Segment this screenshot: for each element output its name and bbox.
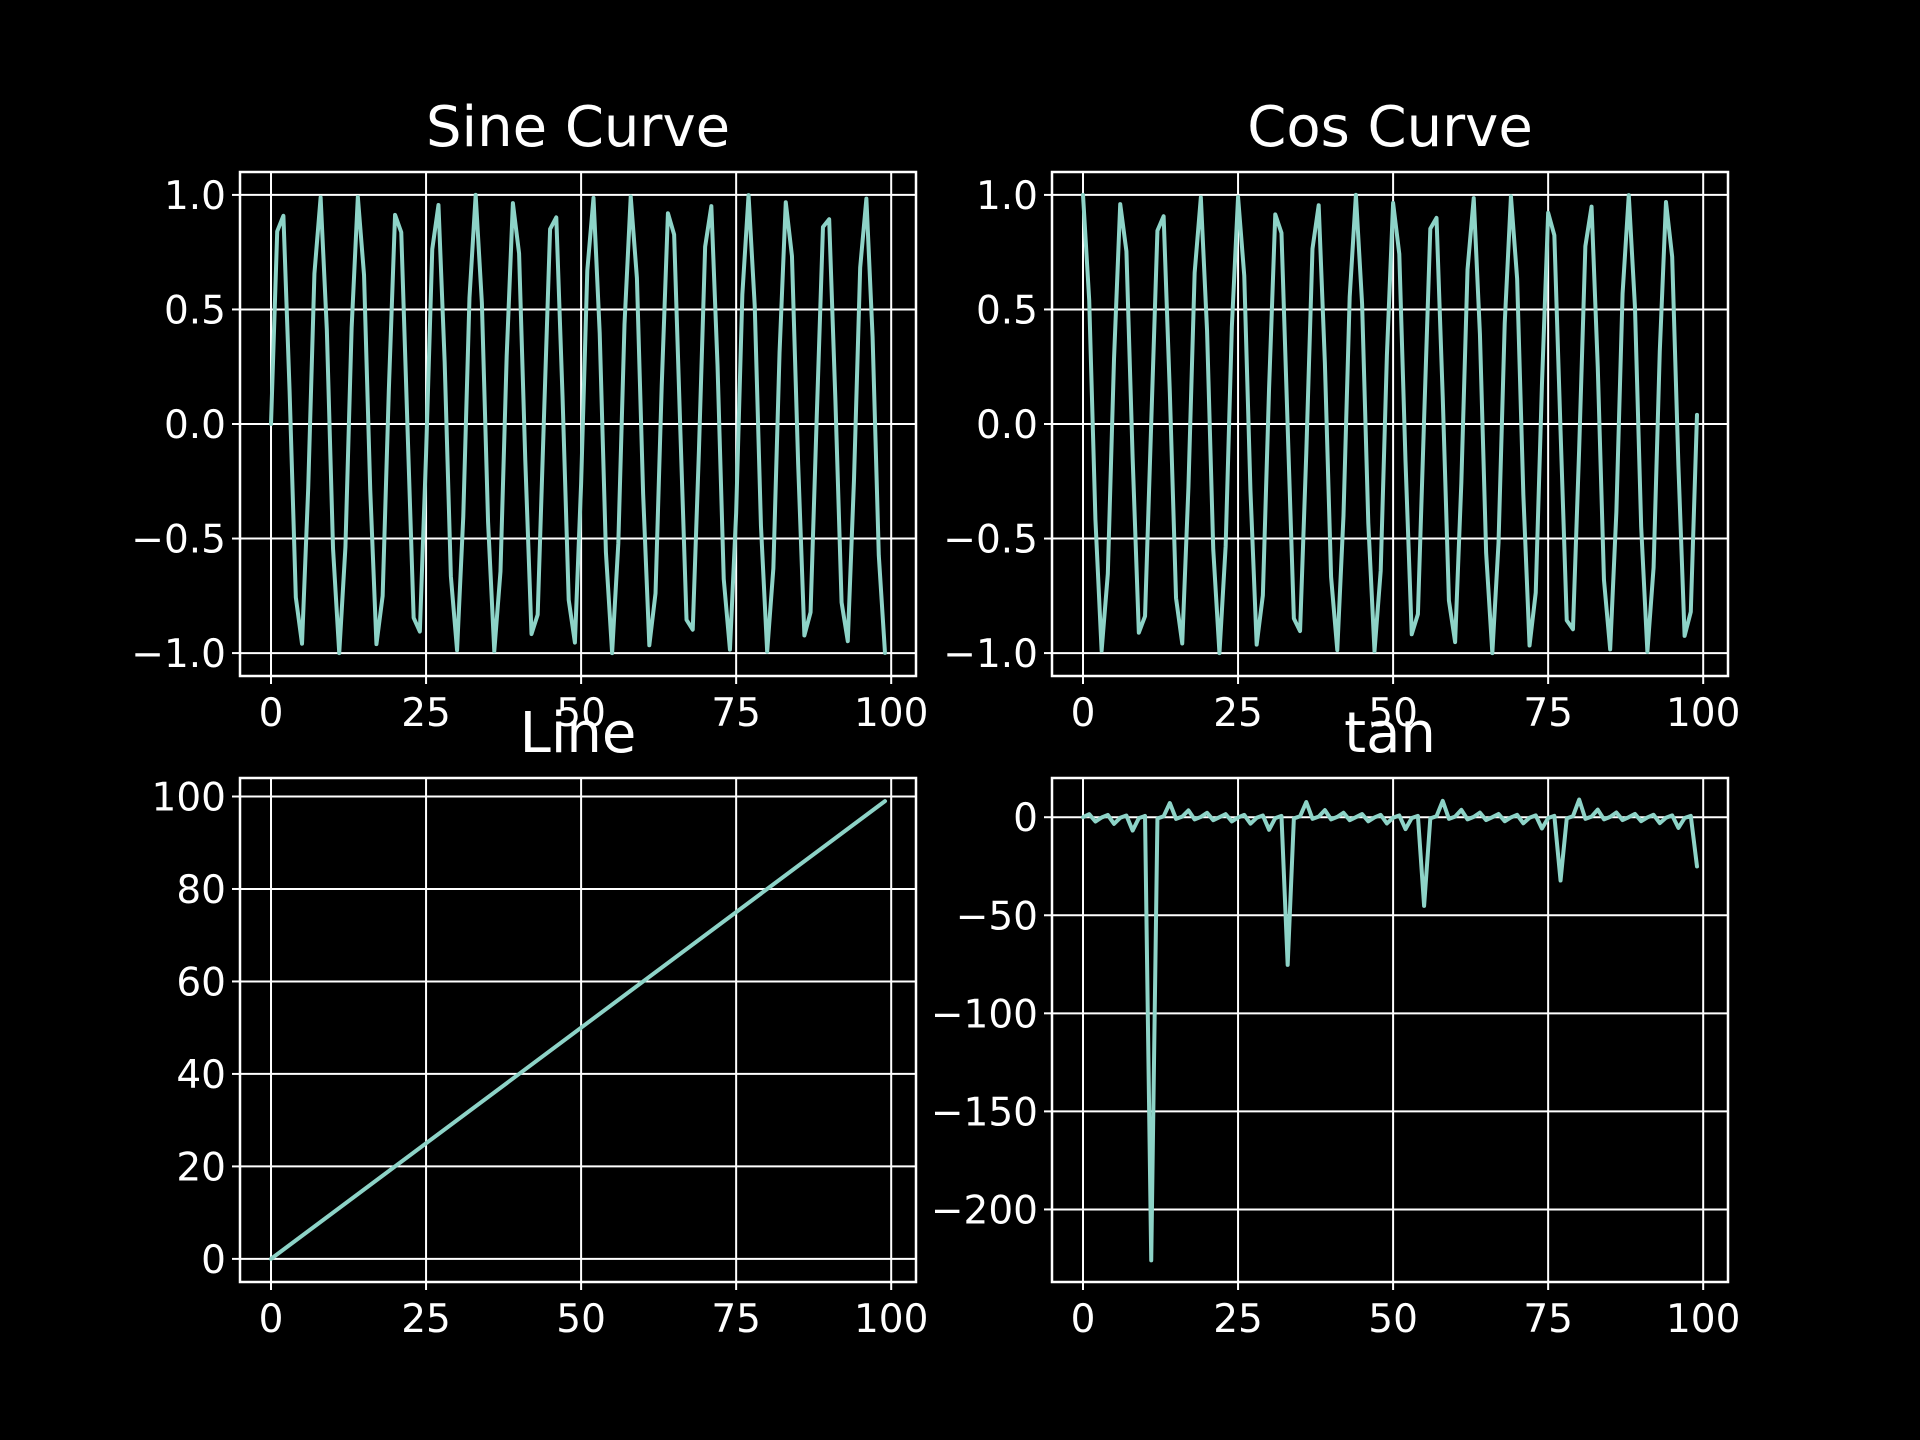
line-series-line xyxy=(269,799,887,1261)
sine-title: Sine Curve xyxy=(426,95,730,160)
line-grid xyxy=(240,778,916,1282)
tan-panel: 0 25 50 75 100 0 −50 −100 −150 −200 tan xyxy=(931,701,1741,1342)
line-y-tick-label: 100 xyxy=(152,775,226,820)
tan-axes-frame xyxy=(1050,776,1730,1284)
sine-x-tick-label: 75 xyxy=(711,691,761,736)
sine-y-tick-label: 1.0 xyxy=(164,174,226,219)
sine-x-axis: 0 25 50 75 100 xyxy=(259,676,928,736)
tan-y-tick-label: 0 xyxy=(1013,796,1038,841)
sine-y-tick-label: −0.5 xyxy=(131,518,226,563)
sine-y-tick-label: 0.5 xyxy=(164,288,226,333)
tan-x-tick-label: 50 xyxy=(1368,1297,1418,1342)
tan-y-tick-label: −200 xyxy=(931,1188,1038,1233)
tan-y-axis: 0 −50 −100 −150 −200 xyxy=(931,796,1052,1233)
line-y-tick-label: 40 xyxy=(176,1053,226,1098)
tan-x-tick-label: 25 xyxy=(1213,1297,1263,1342)
tan-y-tick-label: −150 xyxy=(931,1090,1038,1135)
tan-title: tan xyxy=(1344,701,1436,766)
sine-series xyxy=(269,192,887,656)
line-series xyxy=(269,799,887,1261)
sine-x-tick-label: 100 xyxy=(854,691,928,736)
sine-series-line xyxy=(269,192,887,656)
cos-series-line xyxy=(1081,192,1699,656)
cos-panel: 0 25 50 75 100 1.0 0.5 0.0 −0.5 −1.0 Cos Curve xyxy=(943,95,1740,736)
tan-y-tick-label: −50 xyxy=(956,894,1038,939)
cos-x-tick-label: 0 xyxy=(1071,691,1096,736)
tan-x-tick-label: 100 xyxy=(1666,1297,1740,1342)
cos-title: Cos Curve xyxy=(1247,95,1533,160)
line-x-tick-label: 75 xyxy=(711,1297,761,1342)
cos-y-tick-label: −0.5 xyxy=(943,518,1038,563)
line-y-tick-label: 60 xyxy=(176,960,226,1005)
cos-y-axis: 1.0 0.5 0.0 −0.5 −1.0 xyxy=(943,174,1052,677)
line-y-tick-label: 0 xyxy=(201,1238,226,1283)
sine-y-tick-label: −1.0 xyxy=(131,632,226,677)
tan-series-line xyxy=(1081,797,1699,1263)
line-x-tick-label: 0 xyxy=(259,1297,284,1342)
tan-y-tick-label: −100 xyxy=(931,992,1038,1037)
sine-x-tick-label: 25 xyxy=(401,691,451,736)
sine-panel: 0 25 50 75 100 1.0 0.5 0.0 −0.5 −1.0 Sine Curve xyxy=(131,95,928,736)
sine-x-tick-label: 0 xyxy=(259,691,284,736)
line-y-axis: 100 80 60 40 20 0 xyxy=(152,775,240,1283)
line-axes-frame xyxy=(238,776,918,1284)
tan-x-axis: 0 25 50 75 100 xyxy=(1071,1282,1740,1342)
line-x-axis: 0 25 50 75 100 xyxy=(259,1282,928,1342)
cos-y-tick-label: 0.5 xyxy=(976,288,1038,333)
cos-y-tick-label: −1.0 xyxy=(943,632,1038,677)
line-y-tick-label: 80 xyxy=(176,868,226,913)
cos-x-tick-label: 25 xyxy=(1213,691,1263,736)
cos-y-tick-label: 1.0 xyxy=(976,174,1038,219)
line-y-tick-label: 20 xyxy=(176,1145,226,1190)
tan-grid xyxy=(1052,778,1728,1282)
sine-y-tick-label: 0.0 xyxy=(164,403,226,448)
cos-series xyxy=(1081,192,1699,656)
line-x-tick-label: 50 xyxy=(556,1297,606,1342)
line-panel: 0 25 50 75 100 100 80 60 40 20 0 Line xyxy=(152,701,929,1342)
line-title: Line xyxy=(520,701,637,766)
tan-x-tick-label: 0 xyxy=(1071,1297,1096,1342)
sine-y-axis: 1.0 0.5 0.0 −0.5 −1.0 xyxy=(131,174,240,677)
cos-y-tick-label: 0.0 xyxy=(976,403,1038,448)
line-x-tick-label: 25 xyxy=(401,1297,451,1342)
tan-x-tick-label: 75 xyxy=(1523,1297,1573,1342)
line-x-tick-label: 100 xyxy=(854,1297,928,1342)
tan-series xyxy=(1081,797,1699,1263)
sine-x-tick-label: 50 xyxy=(556,691,606,736)
cos-x-axis: 0 25 50 75 100 xyxy=(1071,676,1740,736)
cos-x-tick-label: 100 xyxy=(1666,691,1740,736)
cos-x-tick-label: 75 xyxy=(1523,691,1573,736)
cos-x-tick-label: 50 xyxy=(1368,691,1418,736)
